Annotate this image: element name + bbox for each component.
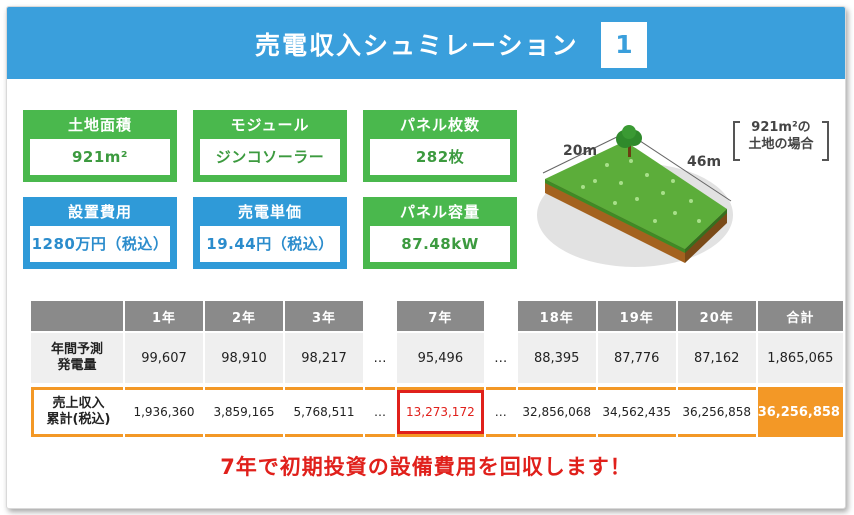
total-income-cell: 36,256,858	[757, 387, 843, 437]
panel-count-box: パネル枚数 282枚	[363, 110, 517, 182]
table-cell: 88,395	[517, 331, 596, 383]
area-note: 921m²の 土地の場合	[731, 119, 831, 161]
install-cost-label: 設置費用	[67, 203, 132, 221]
table-cell: 34,562,435	[597, 387, 676, 437]
land-plot-illustration	[537, 125, 733, 267]
table-cell: 99,607	[125, 331, 203, 383]
ellipsis: …	[485, 331, 516, 383]
table-cell: 98,217	[285, 331, 363, 383]
header-cell: 18年	[517, 301, 596, 331]
ellipsis: …	[485, 387, 516, 437]
table-cell: 95,496	[397, 331, 484, 383]
table-cell: 1,865,065	[757, 331, 843, 383]
revenue-simulation-table: 1年 2年 3年 7年 18年 19年 20年 合計 年間予測 発電量 99,6…	[29, 301, 845, 437]
ellipsis: …	[365, 331, 395, 383]
table-cell: 98,910	[205, 331, 283, 383]
unit-price-label: 売電単価	[237, 203, 302, 221]
generation-row: 年間予測 発電量 99,607 98,910 98,217 … 95,496 ……	[31, 331, 843, 383]
header-cell: 3年	[285, 301, 363, 331]
simulation-panel: 売電収入シュミレーション 1 土地面積 921m² モジュール ジンコソーラー …	[6, 6, 846, 509]
payback-message: 7年で初期投資の設備費用を回収します！	[220, 455, 632, 479]
land-area-label: 土地面積	[67, 116, 132, 134]
grass-top	[545, 141, 727, 249]
unit-price-box: 売電単価 19.44円（税込）	[193, 197, 347, 269]
header-cell: 合計	[757, 301, 843, 331]
payback-value: 13,273,172	[397, 390, 484, 434]
table-cell: 87,162	[677, 331, 756, 383]
area-note-line2: 土地の場合	[748, 137, 814, 152]
table-cell: 87,776	[597, 331, 676, 383]
table-cell: 3,859,165	[205, 387, 283, 437]
module-label: モジュール	[230, 116, 310, 134]
width-dimension-line	[542, 134, 622, 174]
table-cell: 1,936,360	[125, 387, 203, 437]
grass-flowers	[581, 159, 701, 223]
tree-trunk	[628, 143, 631, 157]
module-value: ジンコソーラー	[200, 139, 340, 175]
header-bar: 売電収入シュミレーション 1	[7, 7, 845, 79]
header-cell: 2年	[205, 301, 283, 331]
income-row: 売上収入 累計(税込) 1,936,360 3,859,165 5,768,51…	[31, 387, 843, 437]
header-gap-cell	[485, 301, 516, 331]
ellipsis: …	[365, 387, 395, 437]
generation-row-label: 年間予測 発電量	[31, 331, 123, 383]
header-cell: 1年	[125, 301, 203, 331]
length-dimension-line	[630, 134, 732, 202]
area-note-line1: 921m²の	[751, 120, 811, 135]
module-box: モジュール ジンコソーラー	[193, 110, 347, 182]
section-number-badge: 1	[601, 22, 647, 68]
table-cell: 5,768,511	[285, 387, 363, 437]
land-area-box: 土地面積 921m²	[23, 110, 177, 182]
land-area-value: 921m²	[30, 139, 170, 175]
length-label: 46m	[687, 154, 722, 170]
header-cell: 7年	[397, 301, 484, 331]
header-cell: 19年	[597, 301, 676, 331]
panel-count-label: パネル枚数	[399, 116, 480, 134]
panel-count-value: 282枚	[370, 139, 510, 175]
install-cost-box: 設置費用 1280万円（税込）	[23, 197, 177, 269]
table-cell: 32,856,068	[517, 387, 596, 437]
header-gap-cell	[365, 301, 395, 331]
unit-price-value: 19.44円（税込）	[200, 226, 340, 262]
table-header-row: 1年 2年 3年 7年 18年 19年 20年 合計	[31, 301, 843, 331]
panel-capacity-label: パネル容量	[399, 203, 480, 221]
header-cell: 20年	[677, 301, 756, 331]
header-corner-cell	[31, 301, 123, 331]
table-cell: 36,256,858	[677, 387, 756, 437]
panel-capacity-value: 87.48kW	[370, 226, 510, 262]
panel-capacity-box: パネル容量 87.48kW	[363, 197, 517, 269]
income-row-label: 売上収入 累計(税込)	[31, 387, 123, 437]
width-label: 20m	[563, 143, 598, 159]
page-title: 売電収入シュミレーション	[255, 31, 579, 60]
payback-highlight-cell: 13,273,172	[397, 387, 484, 437]
install-cost-value: 1280万円（税込）	[30, 226, 170, 262]
